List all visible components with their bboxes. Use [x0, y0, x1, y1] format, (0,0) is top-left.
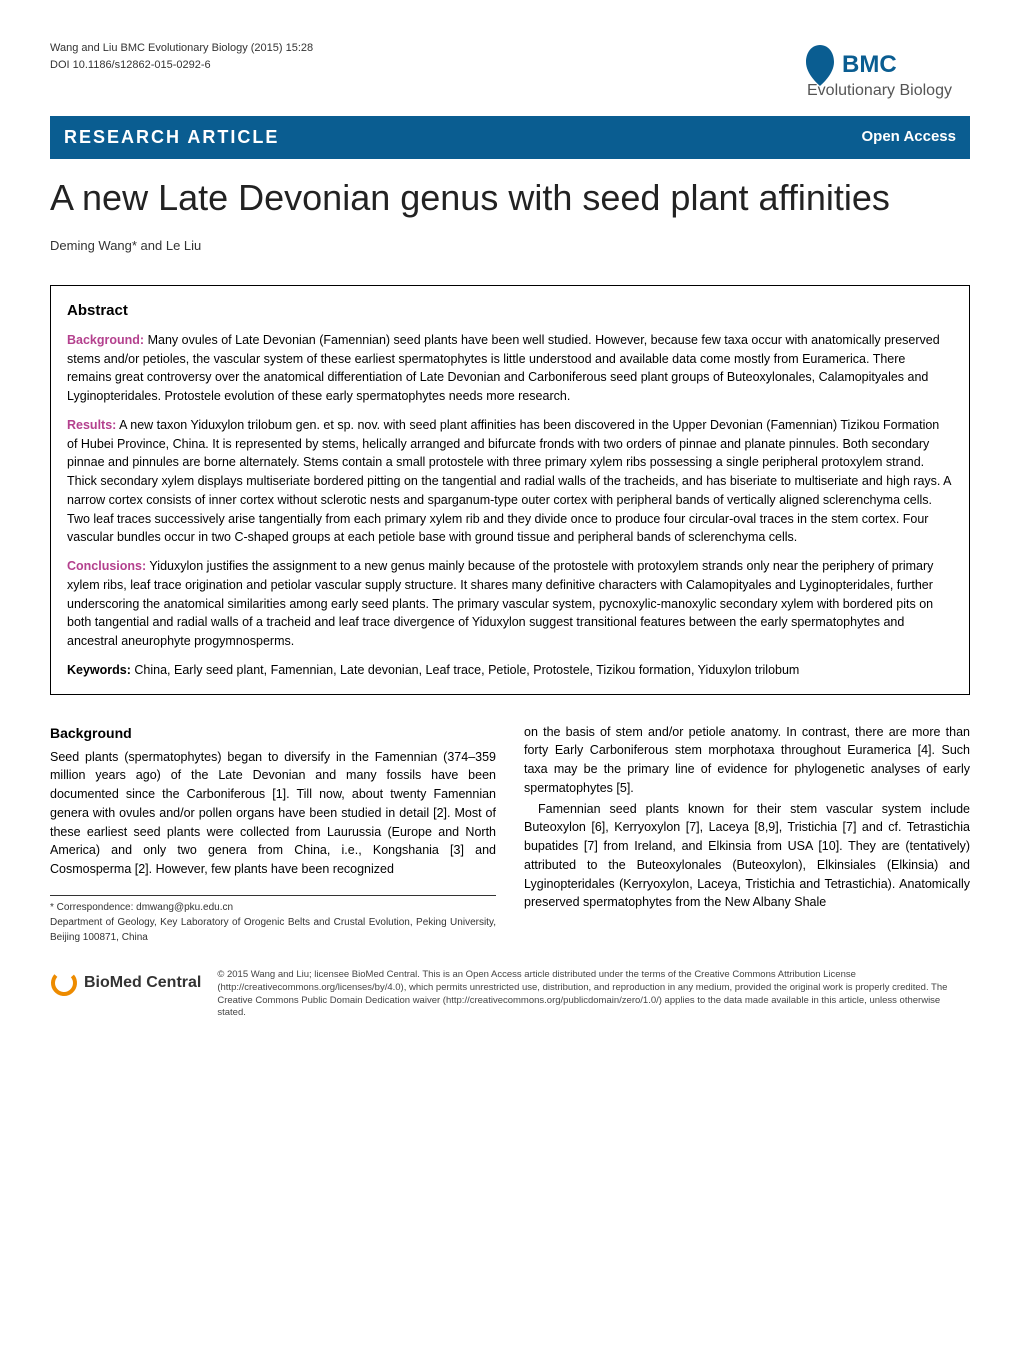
citation-block: Wang and Liu BMC Evolutionary Biology (2…	[50, 40, 313, 73]
abstract-results: Results: A new taxon Yiduxylon trilobum …	[67, 416, 953, 547]
biomed-logo-text: BioMed Central	[84, 972, 201, 994]
col2-p2: Famennian seed plants known for their st…	[524, 800, 970, 913]
open-access-label: Open Access	[862, 126, 957, 149]
header-row: Wang and Liu BMC Evolutionary Biology (2…	[50, 40, 970, 106]
abstract-background: Background: Many ovules of Late Devonian…	[67, 331, 953, 406]
abstract-results-label: Results:	[67, 418, 116, 432]
svg-text:Evolutionary Biology: Evolutionary Biology	[807, 82, 952, 99]
doi-text: DOI 10.1186/s12862-015-0292-6	[50, 57, 313, 74]
journal-logo: BMC Evolutionary Biology	[800, 40, 970, 106]
article-title: A new Late Devonian genus with seed plan…	[50, 177, 970, 218]
abstract-conclusions-label: Conclusions:	[67, 559, 146, 573]
body-columns: Background Seed plants (spermatophytes) …	[50, 723, 970, 945]
column-left: Background Seed plants (spermatophytes) …	[50, 723, 496, 945]
authors-line: Deming Wang* and Le Liu	[50, 236, 970, 256]
background-section-header: Background	[50, 723, 496, 744]
license-text: © 2015 Wang and Liu; licensee BioMed Cen…	[217, 969, 970, 1020]
column-right: on the basis of stem and/or petiole anat…	[524, 723, 970, 945]
article-type-bar: RESEARCH ARTICLE Open Access	[50, 116, 970, 159]
abstract-keywords: Keywords: China, Early seed plant, Famen…	[67, 661, 953, 680]
page-container: Wang and Liu BMC Evolutionary Biology (2…	[0, 0, 1020, 1050]
correspondence-block: * Correspondence: dmwang@pku.edu.cn Depa…	[50, 895, 496, 945]
correspondence-email: * Correspondence: dmwang@pku.edu.cn	[50, 900, 496, 915]
abstract-conclusions-text: Yiduxylon justifies the assignment to a …	[67, 559, 933, 648]
biomed-logo-icon	[50, 969, 78, 997]
abstract-background-label: Background:	[67, 333, 144, 347]
abstract-header: Abstract	[67, 300, 953, 323]
citation-text: Wang and Liu BMC Evolutionary Biology (2…	[50, 40, 313, 57]
bmc-logo-icon: BMC Evolutionary Biology	[800, 40, 970, 100]
abstract-results-text: A new taxon Yiduxylon trilobum gen. et s…	[67, 418, 951, 545]
article-type-label: RESEARCH ARTICLE	[64, 124, 279, 151]
keywords-label: Keywords:	[67, 663, 131, 677]
correspondence-affiliation: Department of Geology, Key Laboratory of…	[50, 915, 496, 945]
license-footer: BioMed Central © 2015 Wang and Liu; lice…	[50, 969, 970, 1020]
abstract-box: Abstract Background: Many ovules of Late…	[50, 285, 970, 694]
abstract-conclusions: Conclusions: Yiduxylon justifies the ass…	[67, 557, 953, 651]
keywords-text: China, Early seed plant, Famennian, Late…	[134, 663, 799, 677]
abstract-background-text: Many ovules of Late Devonian (Famennian)…	[67, 333, 940, 403]
svg-text:BMC: BMC	[842, 51, 897, 78]
col2-p1: on the basis of stem and/or petiole anat…	[524, 723, 970, 798]
biomed-logo: BioMed Central	[50, 969, 201, 997]
col1-p1: Seed plants (spermatophytes) began to di…	[50, 748, 496, 879]
